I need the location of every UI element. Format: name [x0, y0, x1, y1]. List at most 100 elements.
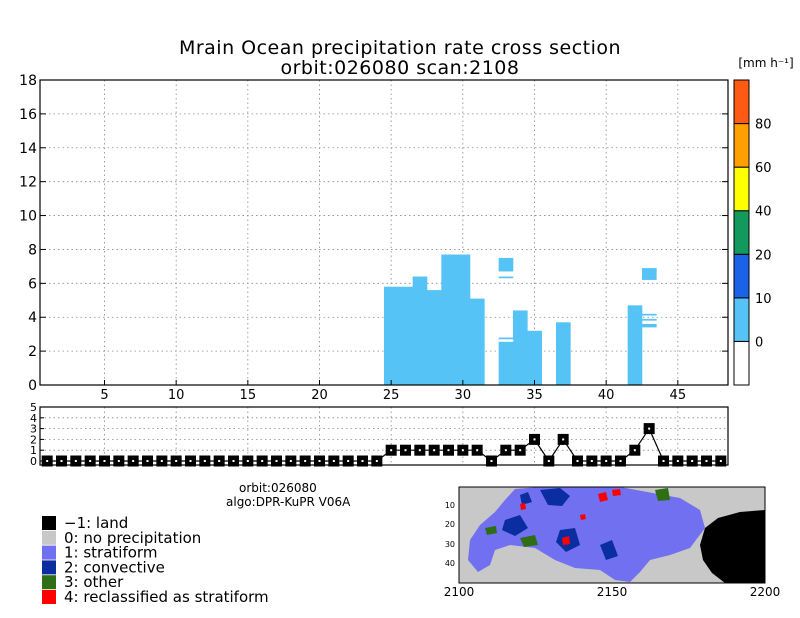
strip-point-center [519, 449, 522, 452]
main-x-tick-label: 15 [240, 388, 257, 403]
legend-swatch [42, 545, 56, 560]
main-x-tick-label: 5 [100, 388, 108, 403]
orbit-label: orbit:026080 [239, 481, 317, 495]
strip-point-center [662, 460, 665, 462]
strip-point-center [175, 460, 178, 462]
strip-point-center [375, 460, 378, 462]
map-reclassified-patch [520, 503, 526, 510]
strip-gridlines [40, 407, 728, 465]
colorbar-segment [733, 297, 750, 342]
colorbar-label: 60 [755, 161, 772, 176]
main-x-tick-label: 25 [383, 388, 400, 403]
map-land-region [700, 510, 765, 583]
strip-point-center [60, 460, 63, 462]
colorbar-segment [733, 340, 750, 386]
map-other-patch [485, 526, 497, 535]
precip-column [427, 290, 442, 385]
strip-point-center [418, 449, 421, 452]
strip-point-center [648, 427, 651, 430]
colorbar-segment [733, 166, 750, 212]
strip-point-center [490, 460, 493, 462]
strip-point-center [676, 460, 679, 462]
main-y-axis: 0 2 4 6 8 10 12 14 16 18 [19, 73, 728, 394]
strip-point-center [89, 460, 92, 462]
strip-y-tick-label: 3 [30, 423, 37, 436]
chart-subtitle: orbit:026080 scan:2108 [281, 57, 520, 79]
colorbar-segment [733, 79, 750, 125]
strip-point-center [691, 460, 694, 462]
strip-point-center [619, 460, 622, 462]
map-convective-patch [520, 492, 532, 505]
main-y-tick-label: 16 [19, 107, 37, 123]
strip-point-center [404, 449, 407, 452]
strip-point-center [547, 460, 550, 462]
strip-point-center [304, 460, 307, 462]
rain-type-map: 10 20 30 40 2100 2150 2200 [444, 486, 781, 599]
strip-point-center [218, 460, 221, 462]
legend-swatch [42, 575, 56, 590]
main-x-axis: 5 10 15 20 25 30 35 40 45 [100, 380, 686, 403]
precip-segment [642, 324, 657, 328]
precip-column [527, 330, 542, 385]
legend-label: 4: reclassified as stratiform [64, 588, 269, 606]
strip-point-center [347, 460, 350, 462]
map-x-tick-label: 2150 [597, 585, 628, 599]
precip-column [627, 305, 643, 385]
strip-point-center [318, 460, 321, 462]
precip-segment [642, 313, 657, 316]
map-reclassified-patch [562, 536, 570, 545]
legend-label: 3: other [64, 573, 124, 591]
legend-swatch [42, 560, 56, 575]
strip-y-tick-label: 0 [30, 455, 37, 468]
strip-point-center [433, 449, 436, 452]
precip-column [412, 276, 428, 385]
strip-point-center [189, 460, 192, 462]
strip-point-center [132, 460, 135, 462]
precip-column [384, 286, 399, 385]
strip-point-center [232, 460, 235, 462]
strip-y-tick-label: 4 [30, 412, 37, 425]
map-reclassified-patch [580, 514, 586, 520]
strip-point-center [332, 460, 335, 462]
colorbar-segment [733, 210, 750, 255]
colorbar-label: 0 [755, 335, 763, 350]
precip-column [513, 310, 528, 385]
strip-point-center [447, 449, 450, 452]
strip-point-center [476, 449, 479, 452]
main-gridlines [40, 80, 728, 385]
map-x-tick-label: 2100 [444, 585, 475, 599]
strip-point-center [246, 460, 249, 462]
strip-point-center [275, 460, 278, 462]
strip-y-tick-label: 5 [30, 401, 37, 414]
strip-y-tick-label: 1 [30, 444, 37, 457]
strip-point-center [361, 460, 364, 462]
main-chart: 0 2 4 6 8 10 12 14 16 18 5 10 15 20 25 30 35 40 45 [19, 73, 729, 403]
main-bars [384, 254, 657, 385]
main-y-tick-label: 0 [28, 378, 37, 394]
precip-segment [642, 268, 657, 280]
map-convective-patch [540, 488, 570, 506]
strip-point-center [533, 438, 536, 441]
legend-label: 1: stratiform [64, 544, 157, 562]
map-y-tick-label: 30 [445, 540, 455, 549]
legend-swatch [42, 590, 56, 604]
map-y-tick-label: 40 [445, 559, 455, 568]
colorbar-label: 10 [755, 292, 772, 307]
strip-series [41, 423, 727, 467]
map-x-tick-label: 2200 [750, 585, 781, 599]
main-x-tick-label: 10 [168, 388, 185, 403]
precip-column [498, 337, 514, 385]
main-x-tick-label: 35 [526, 388, 543, 403]
precip-segment [498, 257, 514, 272]
strip-point-center [461, 449, 464, 452]
map-reclassified-patch [598, 492, 608, 502]
precip-column [556, 322, 571, 385]
strip-point-center [605, 460, 608, 462]
colorbar-segment [733, 253, 750, 299]
map-other-patch [520, 535, 538, 547]
colorbar-label: 80 [755, 118, 772, 133]
map-stratiform-region [468, 487, 705, 582]
precip-column [441, 254, 456, 385]
